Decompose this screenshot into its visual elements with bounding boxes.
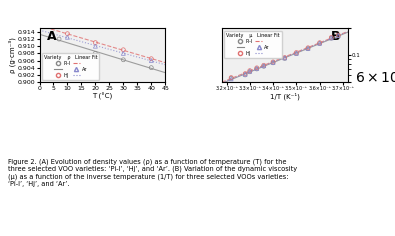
Point xyxy=(261,63,267,67)
Point xyxy=(328,36,335,39)
Point xyxy=(282,56,288,60)
Point xyxy=(316,41,323,45)
Point xyxy=(305,46,311,50)
Point xyxy=(270,60,276,64)
Point xyxy=(305,46,311,50)
Point xyxy=(270,60,276,64)
Point xyxy=(148,57,154,61)
Point xyxy=(282,56,288,59)
Point xyxy=(261,64,267,68)
Point xyxy=(335,33,341,37)
Point xyxy=(56,37,62,41)
X-axis label: 1/T (K⁻¹): 1/T (K⁻¹) xyxy=(270,93,300,100)
Legend: Pi-I, , Hj, , Ar, : Pi-I, , Hj, , Ar, xyxy=(224,31,282,58)
Legend: Pi-I, , Hj, , Ar, : Pi-I, , Hj, , Ar, xyxy=(42,53,100,80)
Point xyxy=(246,69,253,72)
Point xyxy=(335,34,341,38)
Point xyxy=(120,51,126,55)
Point xyxy=(242,72,248,76)
Point xyxy=(254,66,260,70)
Point xyxy=(92,44,98,48)
Text: B: B xyxy=(331,30,340,43)
Text: Figure 2. (A) Evolution of density values (ρ) as a function of temperature (T) f: Figure 2. (A) Evolution of density value… xyxy=(8,158,297,187)
Point xyxy=(242,73,248,77)
Point xyxy=(305,47,311,51)
Point xyxy=(254,67,260,71)
Point xyxy=(242,72,248,76)
Point xyxy=(228,77,234,81)
Point xyxy=(328,36,335,40)
Point xyxy=(246,69,253,73)
Point xyxy=(92,41,98,45)
Point xyxy=(246,70,253,74)
Point xyxy=(120,48,126,52)
Point xyxy=(261,64,267,68)
Point xyxy=(293,51,299,55)
Point xyxy=(92,51,98,55)
Text: A: A xyxy=(47,30,56,43)
Point xyxy=(335,34,341,38)
Point xyxy=(282,56,288,60)
Point xyxy=(293,52,299,55)
Point xyxy=(64,32,71,36)
Point xyxy=(64,35,71,39)
Point xyxy=(293,51,299,55)
Y-axis label: ρ (g·cm⁻³): ρ (g·cm⁻³) xyxy=(9,37,16,73)
Point xyxy=(228,76,234,80)
Point xyxy=(148,66,154,70)
Point xyxy=(148,59,154,62)
Point xyxy=(120,58,126,62)
Point xyxy=(254,67,260,70)
Point xyxy=(316,41,323,45)
Point xyxy=(328,36,335,40)
X-axis label: T (°C): T (°C) xyxy=(92,93,113,100)
Point xyxy=(270,61,276,65)
Point xyxy=(228,76,234,80)
Point xyxy=(316,42,323,45)
